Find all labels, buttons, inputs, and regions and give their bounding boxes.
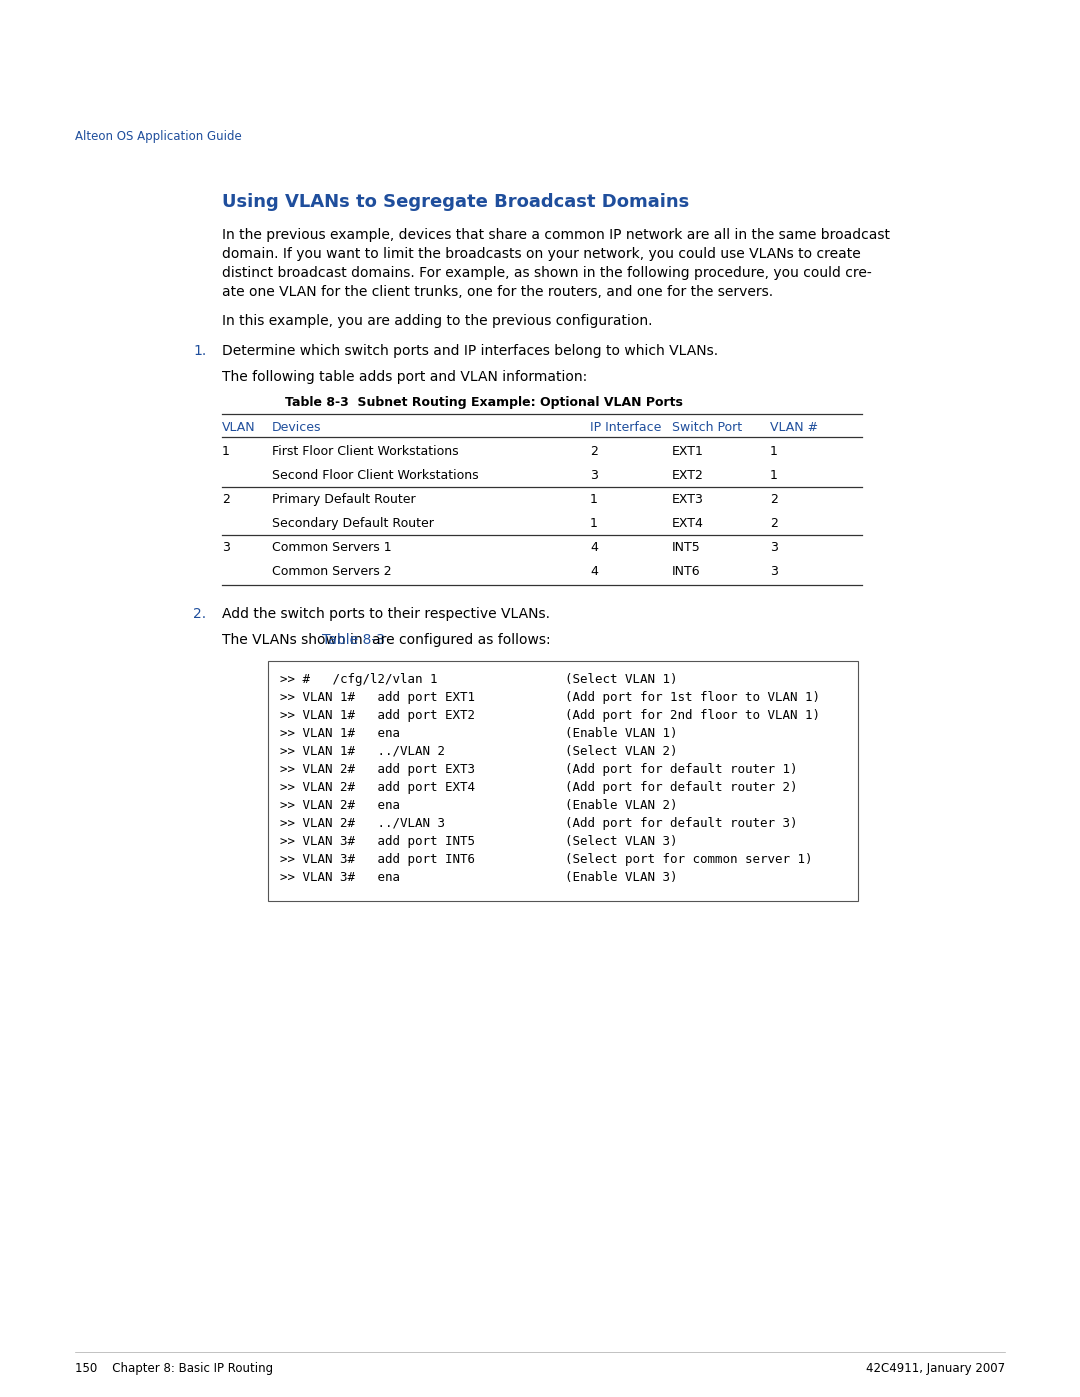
- Text: Devices: Devices: [272, 420, 322, 434]
- Text: >> VLAN 1#   add port EXT1: >> VLAN 1# add port EXT1: [280, 692, 475, 704]
- Text: Alteon OS Application Guide: Alteon OS Application Guide: [75, 130, 242, 142]
- Text: Primary Default Router: Primary Default Router: [272, 493, 416, 506]
- Text: Second Floor Client Workstations: Second Floor Client Workstations: [272, 469, 478, 482]
- Text: Common Servers 2: Common Servers 2: [272, 564, 392, 578]
- Text: >> VLAN 1#   ena: >> VLAN 1# ena: [280, 726, 400, 740]
- Text: (Add port for 2nd floor to VLAN 1): (Add port for 2nd floor to VLAN 1): [565, 710, 820, 722]
- Text: 42C4911, January 2007: 42C4911, January 2007: [866, 1362, 1005, 1375]
- Text: Table 8-3  Subnet Routing Example: Optional VLAN Ports: Table 8-3 Subnet Routing Example: Option…: [285, 395, 683, 409]
- Text: EXT3: EXT3: [672, 493, 704, 506]
- Text: 2: 2: [770, 517, 778, 529]
- Text: 3: 3: [590, 469, 598, 482]
- Text: 1: 1: [590, 493, 598, 506]
- Text: (Enable VLAN 2): (Enable VLAN 2): [565, 799, 677, 812]
- Text: (Enable VLAN 3): (Enable VLAN 3): [565, 870, 677, 884]
- Text: >> VLAN 2#   add port EXT4: >> VLAN 2# add port EXT4: [280, 781, 475, 793]
- Text: The following table adds port and VLAN information:: The following table adds port and VLAN i…: [222, 370, 588, 384]
- Text: >> VLAN 3#   ena: >> VLAN 3# ena: [280, 870, 400, 884]
- Text: EXT4: EXT4: [672, 517, 704, 529]
- Text: 1: 1: [770, 469, 778, 482]
- Text: >> VLAN 3#   add port INT6: >> VLAN 3# add port INT6: [280, 854, 475, 866]
- Text: 2: 2: [222, 493, 230, 506]
- Text: >> VLAN 2#   ena: >> VLAN 2# ena: [280, 799, 400, 812]
- Text: (Select VLAN 2): (Select VLAN 2): [565, 745, 677, 759]
- Text: 2: 2: [590, 446, 598, 458]
- Text: Add the switch ports to their respective VLANs.: Add the switch ports to their respective…: [222, 608, 550, 622]
- Text: >> VLAN 1#   add port EXT2: >> VLAN 1# add port EXT2: [280, 710, 475, 722]
- Text: 3: 3: [770, 564, 778, 578]
- Text: In this example, you are adding to the previous configuration.: In this example, you are adding to the p…: [222, 314, 652, 328]
- Text: >> VLAN 2#   ../VLAN 3: >> VLAN 2# ../VLAN 3: [280, 817, 445, 830]
- Text: (Select VLAN 3): (Select VLAN 3): [565, 835, 677, 848]
- Bar: [268, 661, 858, 901]
- Text: >> VLAN 1#   ../VLAN 2: >> VLAN 1# ../VLAN 2: [280, 745, 445, 759]
- Text: 2: 2: [770, 493, 778, 506]
- Text: (Add port for default router 2): (Add port for default router 2): [565, 781, 797, 793]
- Text: (Select port for common server 1): (Select port for common server 1): [565, 854, 812, 866]
- Text: (Add port for default router 1): (Add port for default router 1): [565, 763, 797, 775]
- Text: Switch Port: Switch Port: [672, 420, 742, 434]
- Text: Table 8-3: Table 8-3: [322, 633, 384, 647]
- Text: EXT2: EXT2: [672, 469, 704, 482]
- Text: INT6: INT6: [672, 564, 701, 578]
- Text: EXT1: EXT1: [672, 446, 704, 458]
- Text: VLAN #: VLAN #: [770, 420, 819, 434]
- Text: >> VLAN 2#   add port EXT3: >> VLAN 2# add port EXT3: [280, 763, 475, 775]
- Text: IP Interface: IP Interface: [590, 420, 661, 434]
- Text: 2.: 2.: [193, 608, 206, 622]
- Text: 1.: 1.: [193, 344, 206, 358]
- Text: Using VLANs to Segregate Broadcast Domains: Using VLANs to Segregate Broadcast Domai…: [222, 193, 689, 211]
- Text: >> VLAN 3#   add port INT5: >> VLAN 3# add port INT5: [280, 835, 475, 848]
- Text: (Enable VLAN 1): (Enable VLAN 1): [565, 726, 677, 740]
- Text: (Select VLAN 1): (Select VLAN 1): [565, 673, 677, 686]
- Text: 3: 3: [222, 541, 230, 555]
- Text: ate one VLAN for the client trunks, one for the routers, and one for the servers: ate one VLAN for the client trunks, one …: [222, 285, 773, 299]
- Text: VLAN: VLAN: [222, 420, 256, 434]
- Text: Determine which switch ports and IP interfaces belong to which VLANs.: Determine which switch ports and IP inte…: [222, 344, 718, 358]
- Text: Secondary Default Router: Secondary Default Router: [272, 517, 434, 529]
- Text: Common Servers 1: Common Servers 1: [272, 541, 392, 555]
- Text: 1: 1: [590, 517, 598, 529]
- Text: are configured as follows:: are configured as follows:: [372, 633, 551, 647]
- Text: domain. If you want to limit the broadcasts on your network, you could use VLANs: domain. If you want to limit the broadca…: [222, 247, 861, 261]
- Text: INT5: INT5: [672, 541, 701, 555]
- Text: In the previous example, devices that share a common IP network are all in the s: In the previous example, devices that sh…: [222, 228, 890, 242]
- Text: First Floor Client Workstations: First Floor Client Workstations: [272, 446, 459, 458]
- Text: distinct broadcast domains. For example, as shown in the following procedure, yo: distinct broadcast domains. For example,…: [222, 265, 872, 279]
- Text: (Add port for default router 3): (Add port for default router 3): [565, 817, 797, 830]
- Text: 3: 3: [770, 541, 778, 555]
- Text: 150    Chapter 8: Basic IP Routing: 150 Chapter 8: Basic IP Routing: [75, 1362, 273, 1375]
- Text: >> #   /cfg/l2/vlan 1: >> # /cfg/l2/vlan 1: [280, 673, 437, 686]
- Text: The VLANs shown in: The VLANs shown in: [222, 633, 363, 647]
- Text: 1: 1: [222, 446, 230, 458]
- Text: (Add port for 1st floor to VLAN 1): (Add port for 1st floor to VLAN 1): [565, 692, 820, 704]
- Text: 4: 4: [590, 541, 598, 555]
- Text: 1: 1: [770, 446, 778, 458]
- Text: 4: 4: [590, 564, 598, 578]
